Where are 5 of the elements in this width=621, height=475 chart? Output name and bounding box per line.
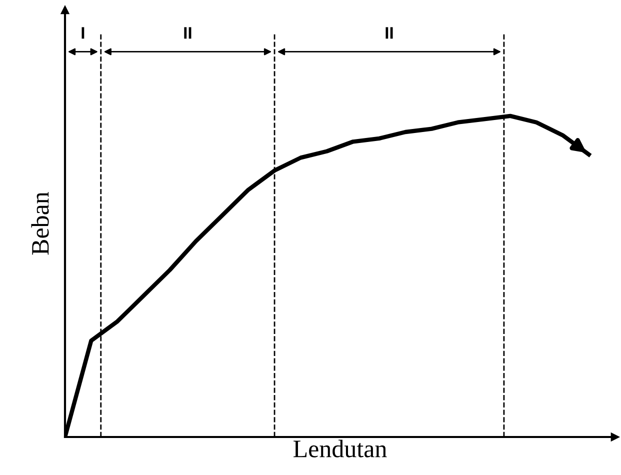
x-axis-title: Lendutan [294,440,387,458]
text: II [184,27,192,39]
text: II [386,27,393,39]
text: I [82,27,84,39]
y-axis-title: Beban [31,192,49,255]
